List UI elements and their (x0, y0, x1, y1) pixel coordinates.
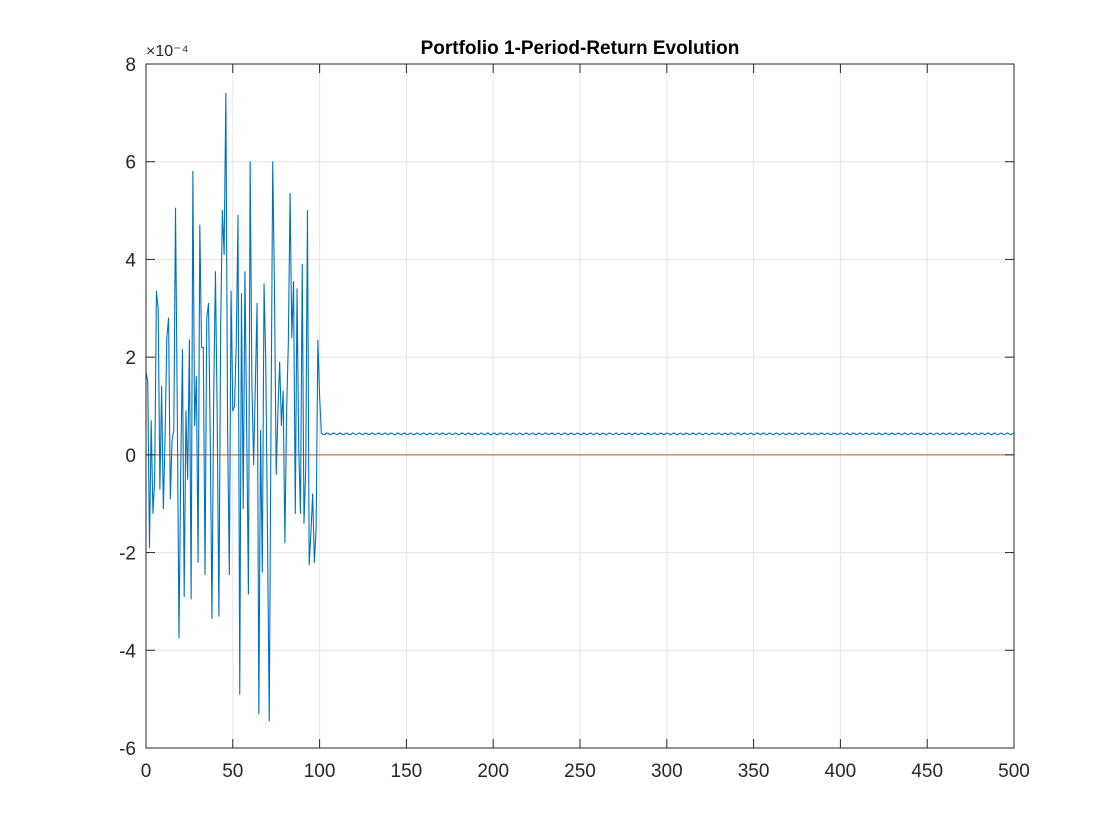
chart-title: Portfolio 1-Period-Return Evolution (421, 38, 740, 59)
y-tick-label: 6 (125, 153, 136, 174)
y-axis-multiplier: ×10⁻⁴ (146, 43, 189, 60)
x-tick-label: 400 (825, 761, 857, 782)
x-tick-label: 300 (651, 761, 683, 782)
grid (145, 63, 1015, 749)
y-tick-label: 8 (125, 55, 136, 76)
y-tick-label: -4 (119, 641, 136, 662)
x-tick-label: 0 (141, 761, 152, 782)
series-layer (145, 92, 1015, 722)
return-series-line (145, 92, 1015, 722)
x-tick-label: 150 (391, 761, 423, 782)
x-tick-label: 450 (911, 761, 943, 782)
y-tick-label: 2 (125, 348, 136, 369)
x-tick-label: 250 (564, 761, 596, 782)
y-tick-label: 0 (125, 446, 136, 467)
x-tick-label: 500 (998, 761, 1030, 782)
x-tick-label: 200 (477, 761, 509, 782)
x-tick-label: 50 (222, 761, 243, 782)
y-tick-label: -6 (119, 739, 136, 760)
y-tick-label: 4 (125, 250, 136, 271)
axes: 0 50 100 150 200 250 300 350 400 450 500 -6 -4 -2 0 2 4 6… (119, 55, 1030, 782)
x-tick-label: 100 (304, 761, 336, 782)
x-tick-label: 350 (738, 761, 770, 782)
y-tick-label: -2 (119, 544, 136, 565)
